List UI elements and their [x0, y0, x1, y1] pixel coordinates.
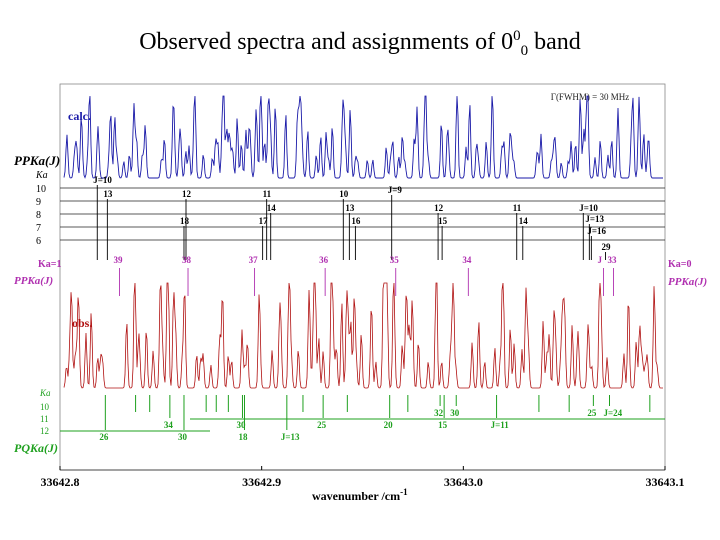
j-label: 10: [339, 189, 349, 199]
green-label: 30: [450, 408, 460, 418]
j-label: 29: [601, 242, 611, 252]
branch-label-bottom: PQKa(J): [14, 441, 58, 455]
green-label: 25: [587, 408, 597, 418]
magenta-j-label: 37: [249, 255, 258, 265]
title-band: band: [528, 29, 581, 55]
green-label: J=24: [604, 408, 623, 418]
green-label: J=11: [491, 420, 510, 430]
fwhm-label: Γ(FWHM) = 30 MHz: [551, 92, 630, 102]
magenta-assignments: 39 38 37 36 35 34 J 33: [113, 255, 617, 296]
calc-trace: [63, 95, 663, 180]
ka-row-label-green: 10: [40, 402, 50, 412]
x-tick-label: 33642.8: [41, 475, 80, 489]
j-label: 18: [180, 216, 190, 226]
green-label: 34: [164, 420, 174, 430]
magenta-ka0-label: Ka=0: [668, 259, 691, 270]
ka-row-label: 10: [36, 184, 46, 195]
j-label: J=10: [579, 203, 598, 213]
x-axis-label-sup: -1: [400, 487, 408, 497]
green-label: 30: [236, 420, 246, 430]
magenta-j-label: 39: [113, 255, 123, 265]
magenta-j-label: 36: [319, 255, 329, 265]
branch-label-top: PPKa(J): [14, 153, 60, 168]
magenta-j-label: 38: [182, 255, 192, 265]
ka-axis-label-top: Ka: [35, 170, 48, 181]
ka-rows-bottom: 10 11 12: [40, 402, 665, 436]
j-label: 17: [259, 216, 269, 226]
spectrum-line: [63, 95, 663, 180]
branch-label-right: PPKa(J): [668, 276, 707, 288]
magenta-j-label: J: [597, 255, 602, 265]
plot-frame: [59, 83, 666, 471]
j-label: 11: [263, 189, 272, 199]
green-label: 25: [317, 420, 327, 430]
j-label: 12: [182, 189, 192, 199]
j-label: J=9: [388, 185, 403, 195]
green-label: 20: [384, 420, 394, 430]
chart-title: Observed spectra and assignments of 000 …: [0, 28, 720, 60]
j-label: J=16: [587, 226, 606, 236]
title-main: Observed spectra and assignments of 0: [139, 29, 514, 55]
green-label: J=13: [281, 432, 300, 442]
green-label: 30: [178, 432, 188, 442]
ka-row-label-green: 12: [40, 426, 49, 436]
x-axis-label: wavenumber /cm-1: [312, 487, 408, 503]
ka-axis-label-bottom: Ka: [39, 388, 51, 398]
j-label: 12: [434, 203, 444, 213]
ka-row-label: 6: [36, 236, 41, 247]
green-label: 15: [438, 420, 448, 430]
j-label: 14: [519, 216, 529, 226]
j-label: 16: [351, 216, 361, 226]
j-label: 13: [103, 189, 113, 199]
spectrum-line: [63, 282, 663, 389]
magenta-j-label: 34: [462, 255, 472, 265]
x-tick-label: 33643.0: [444, 475, 483, 489]
j-label: 13: [345, 203, 355, 213]
green-label: 32: [434, 408, 444, 418]
green-label: 26: [99, 432, 109, 442]
obs-series-label: obs.: [72, 316, 92, 330]
magenta-j-label: 33: [608, 255, 618, 265]
x-ticks: 33642.8 33642.9 33643.0 33643.1: [41, 466, 685, 489]
j-label: J=10: [93, 175, 112, 185]
magenta-ka1-label: Ka=1: [38, 259, 61, 270]
x-tick-label: 33642.9: [242, 475, 281, 489]
j-label: 11: [513, 203, 522, 213]
calc-series-label: calc.: [68, 109, 91, 123]
ka-row-label: 8: [36, 210, 41, 221]
j-label: J=13: [585, 214, 604, 224]
x-axis-label-text: wavenumber /cm: [312, 489, 400, 503]
j-label: 14: [267, 203, 277, 213]
magenta-j-label: 35: [390, 255, 400, 265]
calc-assignments: J=10 13 12 11 10 J=9 14 13 12 11 J=10 18 17 16 15 14 J=1…: [93, 175, 611, 260]
x-tick-label: 33643.1: [646, 475, 685, 489]
title-sup: 0: [513, 28, 521, 44]
j-label: 15: [438, 216, 448, 226]
ka-row-label: 7: [36, 223, 41, 234]
green-label: 18: [238, 432, 248, 442]
ka-rows-top: 10 9 8 7 6: [36, 184, 665, 247]
ka-row-label: 9: [36, 197, 41, 208]
branch-label-left: PPKa(J): [14, 275, 53, 287]
title-sub: 0: [520, 42, 529, 59]
ka-row-label-green: 11: [40, 414, 49, 424]
obs-trace: [63, 282, 663, 389]
